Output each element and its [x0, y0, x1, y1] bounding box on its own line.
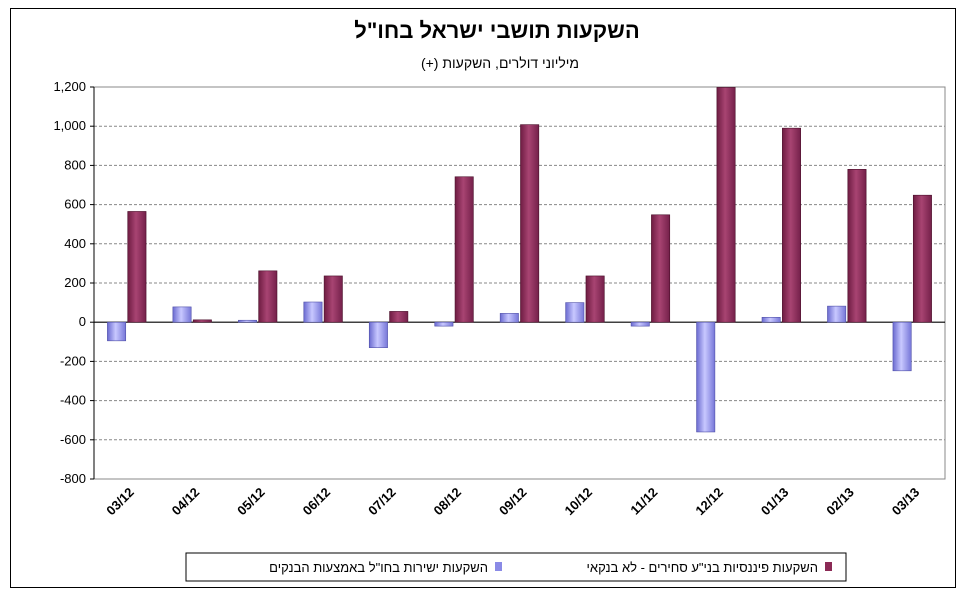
y-tick-label: 1,200	[53, 79, 86, 94]
legend-swatch-series-2	[825, 562, 832, 571]
bar-series-2-06/12	[323, 275, 343, 323]
legend-label-series-1: השקעות ישירות בחו"ל באמצעות הבנקים	[269, 560, 488, 575]
x-tick-label: 03/13	[889, 485, 923, 519]
x-tick-label: 11/12	[627, 485, 660, 518]
y-tick-label: -400	[60, 393, 86, 408]
bar-series-2-11/12	[651, 214, 671, 323]
y-tick-label: 400	[64, 236, 86, 251]
bar-series-2-05/12	[258, 270, 278, 323]
chart-subtitle: מיליוני דולרים, השקעות (+)	[421, 55, 579, 71]
y-axis-ticks: -800 -600 -400 -200 0 200 400 600 800 1,000 1,200	[53, 79, 95, 486]
bar-series-1-12/12	[696, 321, 716, 433]
x-tick-label: 03/12	[103, 485, 137, 519]
x-tick-label: 07/12	[365, 485, 399, 519]
x-tick-label: 01/13	[758, 485, 792, 519]
bar-series-1-10/12	[565, 302, 585, 323]
x-tick-label: 02/13	[823, 485, 857, 519]
x-tick-label: 04/12	[169, 485, 203, 519]
bar-series-2-01/13	[782, 127, 801, 323]
legend-label-series-2: השקעות פיננסיות בני"ע סחירים - לא בנקאי	[587, 560, 818, 575]
chart-title: השקעות תושבי ישראל בחו"ל	[354, 18, 640, 43]
x-tick-label: 06/12	[300, 485, 334, 519]
bar-series-1-09/12	[499, 313, 519, 323]
bar-series-2-03/12	[127, 211, 147, 323]
y-tick-label: 800	[64, 157, 86, 172]
bar-series-1-04/12	[172, 306, 192, 323]
bar-series-1-03/13	[892, 321, 912, 372]
x-tick-label: 08/12	[431, 485, 465, 519]
bar-series-1-07/12	[368, 321, 388, 348]
bar-series-2-12/12	[716, 87, 736, 323]
bar-series-1-03/12	[107, 321, 127, 342]
bar-series-1-08/12	[434, 321, 454, 327]
legend: השקעות פיננסיות בני"ע סחירים - לא בנקאי …	[185, 552, 847, 582]
x-tick-label: 10/12	[561, 485, 595, 519]
bar-series-1-11/12	[630, 321, 650, 327]
y-tick-label: -800	[60, 471, 86, 486]
y-tick-label: -200	[60, 353, 86, 368]
bar-series-2-02/13	[847, 169, 867, 323]
legend-swatch-series-1	[495, 562, 502, 571]
bar-series-2-10/12	[585, 275, 605, 323]
y-tick-label: 0	[79, 314, 86, 329]
bar-series-1-01/13	[761, 316, 781, 323]
y-tick-label: -600	[60, 432, 86, 447]
legend-box	[185, 552, 847, 582]
bar-series-2-09/12	[520, 124, 540, 323]
x-tick-label: 09/12	[496, 485, 530, 519]
x-tick-label: 05/12	[234, 485, 268, 519]
bar-series-1-06/12	[303, 301, 323, 323]
bars	[107, 87, 932, 433]
gridlines	[94, 125, 945, 441]
y-tick-label: 200	[64, 275, 86, 290]
bar-series-2-04/12	[192, 319, 212, 323]
bar-series-2-03/13	[912, 194, 932, 323]
x-tick-label: 12/12	[692, 485, 726, 519]
x-axis-ticks: 03/12 04/12 05/12 06/12 07/12 08/12 09/12 10/12…	[103, 485, 922, 519]
bar-series-1-02/13	[827, 305, 847, 323]
y-tick-label: 600	[64, 197, 86, 212]
bar-series-2-07/12	[389, 311, 409, 323]
y-tick-label: 1,000	[53, 118, 86, 133]
bar-series-1-05/12	[238, 319, 257, 323]
bar-series-2-08/12	[454, 176, 474, 323]
